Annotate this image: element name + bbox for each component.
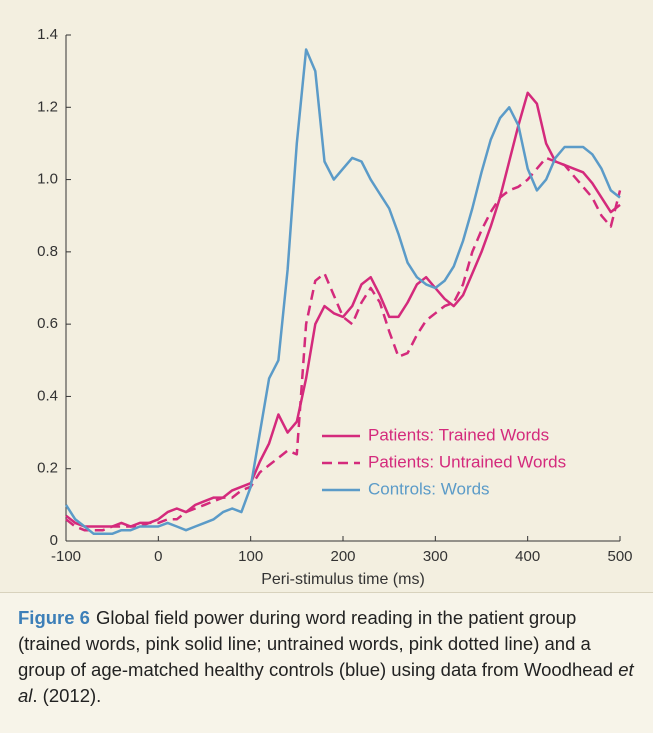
series-line <box>65 156 622 532</box>
y-tick-label: 1.0 <box>37 171 58 188</box>
caption: Figure 6 Global field power during word r… <box>0 592 653 733</box>
x-tick-label: 400 <box>515 548 540 565</box>
x-tick-label: 500 <box>607 548 632 565</box>
x-tick-label: 0 <box>154 548 162 565</box>
series-line <box>65 91 621 528</box>
legend-label: Patients: Untrained Words <box>368 452 566 471</box>
y-tick-label: 0 <box>50 532 58 549</box>
caption-text: Global field power during word reading i… <box>18 607 619 680</box>
x-tick-label: -100 <box>51 548 81 565</box>
y-tick-label: 0.4 <box>37 387 58 404</box>
legend-label: Patients: Trained Words <box>368 425 549 444</box>
caption-label: Figure 6 <box>18 607 90 628</box>
series-line <box>64 48 621 536</box>
chart: Peri-stimulus time (ms) 0 0.2 0.4 0.6 0.8 1.0… <box>37 26 632 588</box>
y-tick-label: 0.2 <box>37 460 58 477</box>
caption-text: . (2012). <box>32 685 102 706</box>
x-axis-label: Peri-stimulus time (ms) <box>261 571 425 588</box>
legend-label: Controls: Words <box>368 479 490 498</box>
y-tick-label: 0.6 <box>37 315 58 332</box>
y-tick-label: 1.2 <box>37 98 58 115</box>
y-tick-label: 1.4 <box>37 26 58 43</box>
caption-text: et al <box>18 659 634 706</box>
y-tick-label: 0.8 <box>37 243 58 260</box>
x-tick-label: 300 <box>423 548 448 565</box>
x-tick-label: 100 <box>238 548 263 565</box>
x-tick-label: 200 <box>330 548 355 565</box>
